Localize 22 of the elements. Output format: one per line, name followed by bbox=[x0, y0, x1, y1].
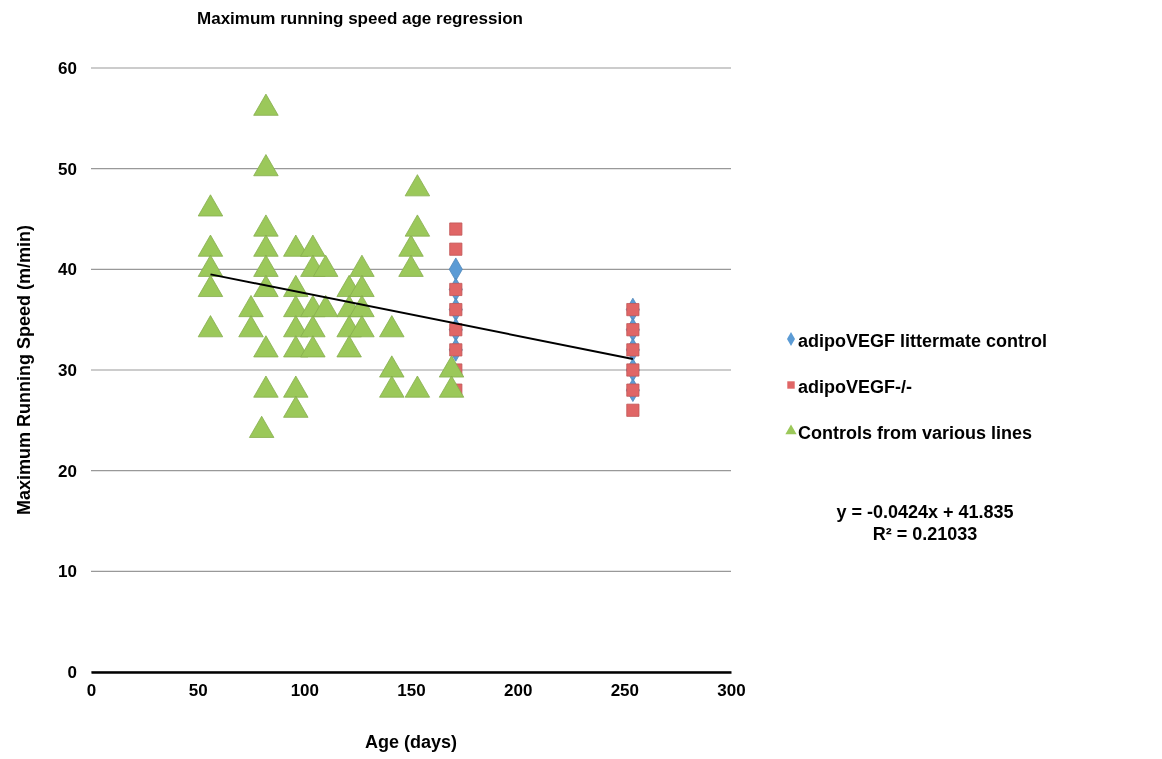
y-tick-label: 60 bbox=[58, 58, 77, 78]
x-axis-title: Age (days) bbox=[364, 732, 458, 752]
x-tick-label: 50 bbox=[188, 681, 208, 701]
y-tick-label: 40 bbox=[58, 260, 77, 280]
y-tick-label: 50 bbox=[58, 159, 77, 179]
chart-title: Maximum running speed age regression bbox=[197, 9, 523, 28]
y-tick-label: 30 bbox=[58, 360, 77, 380]
x-tick-label: 150 bbox=[397, 681, 426, 701]
x-tick-label: 300 bbox=[717, 681, 746, 701]
x-tick-label: 0 bbox=[86, 681, 97, 701]
y-tick-label: 0 bbox=[67, 662, 77, 682]
text: y = -0.0424x + 41.835 bbox=[836, 502, 1014, 522]
legend-label: Controls from various lines bbox=[798, 423, 1033, 443]
legend-label: adipoVEGF-/- bbox=[798, 377, 912, 397]
text: R² = 0.21033 bbox=[872, 524, 978, 544]
y-tick-label: 10 bbox=[58, 562, 77, 582]
x-tick-label: 100 bbox=[290, 681, 320, 701]
legend-label: adipoVEGF littermate control bbox=[798, 331, 1048, 351]
y-tick-label: 20 bbox=[58, 461, 77, 481]
x-tick-label: 250 bbox=[610, 681, 640, 701]
x-tick-label: 200 bbox=[503, 681, 533, 701]
y-axis-title: Maximum Running Speed (m/min) bbox=[14, 224, 34, 516]
